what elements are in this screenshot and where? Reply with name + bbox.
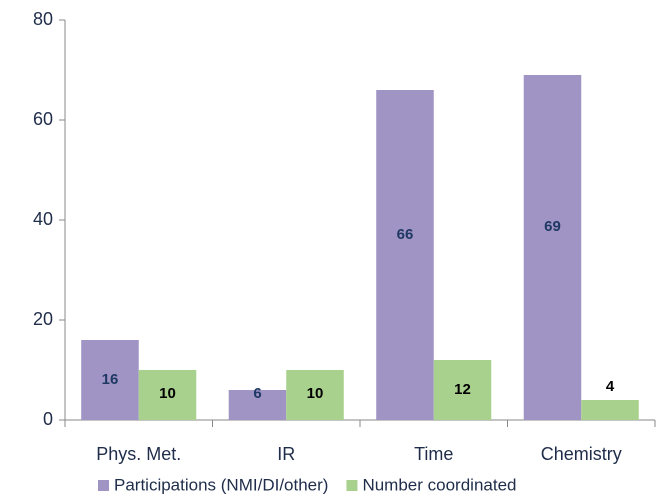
y-tick-label: 40 (33, 209, 53, 229)
bar (138, 370, 197, 420)
value-label: 10 (307, 385, 324, 402)
x-tick-label: Chemistry (541, 444, 622, 464)
bar (376, 90, 434, 420)
value-label: 16 (102, 371, 119, 388)
value-label: 6 (253, 385, 261, 402)
x-tick-label: Time (414, 444, 453, 464)
value-label: 4 (606, 378, 615, 395)
bar (581, 400, 639, 420)
value-label: 66 (397, 226, 414, 243)
value-label: 10 (159, 385, 176, 402)
y-tick-label: 0 (43, 409, 53, 429)
y-tick-label: 60 (33, 109, 53, 129)
legend-swatch (98, 480, 109, 491)
value-label: 69 (544, 218, 561, 235)
y-tick-label: 20 (33, 309, 53, 329)
bar (228, 390, 287, 420)
bar (433, 360, 492, 420)
x-tick-label: Phys. Met. (96, 444, 181, 464)
bar (81, 340, 139, 420)
legend-label: Participations (NMI/DI/other) (114, 475, 328, 494)
bar (523, 75, 582, 420)
legend-label: Number coordinated (362, 475, 516, 494)
y-tick-label: 80 (33, 9, 53, 29)
x-tick-label: IR (277, 444, 295, 464)
legend-swatch (346, 480, 358, 491)
bar (286, 370, 344, 420)
value-label: 12 (454, 381, 471, 398)
